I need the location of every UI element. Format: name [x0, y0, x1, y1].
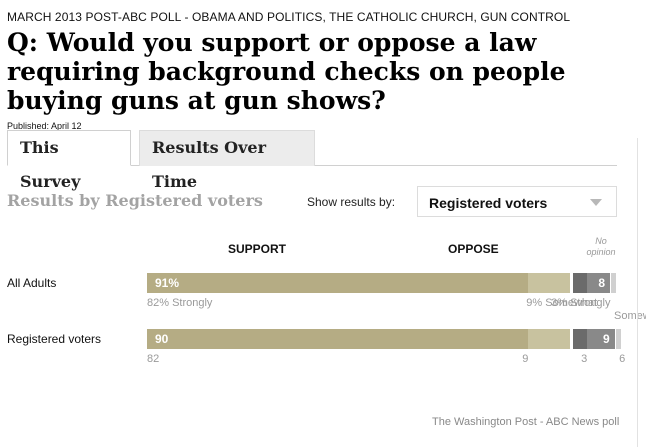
chevron-down-icon: [590, 199, 602, 206]
tab-this-survey[interactable]: This Survey: [7, 130, 131, 191]
sub-label-support-somewhat: 9: [522, 353, 529, 365]
row-label-all-adults: All Adults: [7, 276, 57, 290]
support-total-label: 90: [155, 332, 169, 346]
results-filter-dropdown[interactable]: Registered voters: [417, 186, 617, 217]
survey-tabs: This Survey Results Over Time: [7, 130, 617, 191]
row-label-registered-voters: Registered voters: [7, 332, 102, 346]
sub-label-oppose-strongly: 3% Strongly: [551, 297, 611, 309]
sub-label-support-strongly: 82% Strongly: [147, 297, 213, 309]
support-header: SUPPORT: [228, 242, 287, 256]
divider: [637, 138, 638, 447]
sub-label-oppose-strongly: 3: [581, 353, 588, 365]
bar-segment-oppose-strongly: [573, 329, 588, 349]
support-total-label: 91%: [155, 276, 180, 290]
source-credit: The Washington Post - ABC News poll: [432, 416, 620, 428]
show-results-label: Show results by:: [307, 195, 396, 209]
oppose-total-label: 9: [603, 332, 610, 346]
bar-segment-support-strongly: [147, 329, 529, 349]
sub-label-oppose-somewhat: 6: [619, 353, 626, 365]
oppose-header: OPPOSE: [448, 242, 499, 256]
poll-kicker: MARCH 2013 POST-ABC POLL - OBAMA AND POL…: [7, 10, 571, 24]
bar-segment-no-opinion: [616, 329, 621, 349]
results-by-heading: Results by Registered voters: [7, 191, 263, 210]
oppose-total-label: 8: [598, 276, 606, 290]
bar-segment-oppose-strongly: [573, 273, 588, 293]
sub-label-support-strongly: 82: [147, 353, 160, 365]
tab-results-over-time[interactable]: Results Over Time: [139, 130, 315, 191]
bar-segment-no-opinion: [611, 273, 616, 293]
bar-segment-support-somewhat: [528, 273, 571, 293]
question-title: Q: Would you support or oppose a law req…: [7, 28, 566, 115]
bar-segment-oppose-somewhat: [587, 329, 615, 349]
bar-segment-oppose-somewhat: [587, 273, 611, 293]
bar-segment-support-somewhat: [528, 329, 571, 349]
sub-label-oppose-somewhat: Somewhat: [614, 310, 646, 322]
bar-segment-support-strongly: [147, 273, 529, 293]
sub-label-support-somewhat: 9% Somewhat: [526, 297, 598, 309]
published-date: Published: April 12: [7, 121, 82, 131]
dropdown-selected-value: Registered voters: [429, 195, 548, 211]
no-opinion-header: No opinion: [586, 236, 616, 257]
